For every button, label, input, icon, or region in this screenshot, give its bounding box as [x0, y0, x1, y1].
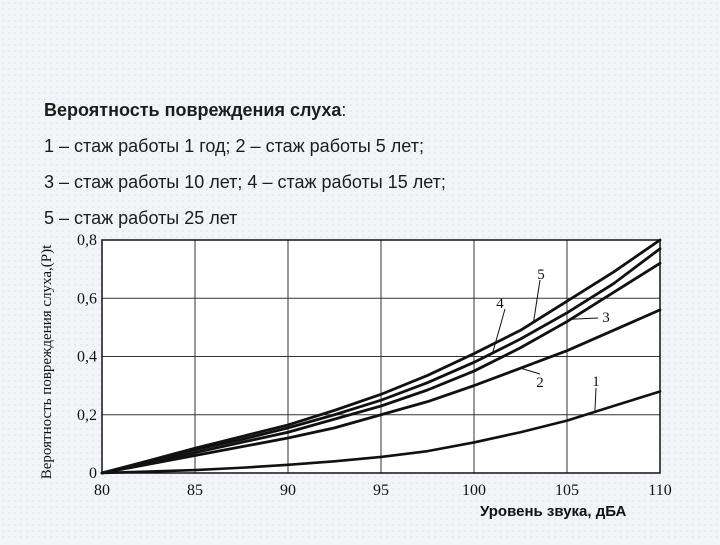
plot-frame	[101, 239, 661, 474]
caption-title-colon: :	[341, 100, 347, 120]
series-line-3	[100, 261, 662, 475]
x-tick-label: 95	[373, 482, 389, 499]
caption-title-line: Вероятность повреждения слуха:	[44, 92, 684, 128]
x-tick-label: 85	[187, 482, 203, 499]
y-tick-label: 0,8	[77, 232, 97, 249]
series-label-1: 1	[592, 374, 600, 390]
series-label-2: 2	[536, 375, 544, 391]
x-axis-label: Уровень звука, дБА	[480, 503, 627, 520]
series-leader-4	[492, 308, 506, 354]
y-tick-label: 0,4	[77, 349, 97, 366]
series-line-1	[100, 390, 662, 475]
series-line-5	[100, 238, 662, 475]
series-line-2	[100, 308, 662, 475]
series-leader-1	[594, 387, 597, 412]
y-tick-label: 0,6	[77, 290, 97, 307]
series-line-4	[100, 247, 662, 475]
caption-legend-line-1: 1 – стаж работы 1 год; 2 – стаж работы 5…	[44, 136, 424, 156]
y-tick-label: 0	[89, 465, 97, 482]
series-label-4: 4	[496, 296, 504, 312]
x-tick-label: 100	[462, 482, 486, 499]
x-tick-label: 110	[648, 482, 671, 499]
caption-legend-line-3: 5 – стаж работы 25 лет	[44, 208, 238, 228]
series-label-3: 3	[602, 310, 610, 326]
caption-title: Вероятность повреждения слуха	[44, 100, 342, 120]
x-tick-label: 90	[280, 482, 296, 499]
series-leader-5	[533, 279, 541, 323]
x-tick-label: 105	[555, 482, 579, 499]
series-leader-2	[520, 367, 541, 375]
series-label-5: 5	[537, 267, 545, 283]
series-leader-3	[570, 317, 599, 320]
caption-legend-line-2: 3 – стаж работы 10 лет; 4 – стаж работы …	[44, 172, 446, 192]
y-axis-label: Вероятность повреждения слуха,(P)t	[39, 244, 55, 479]
y-tick-label: 0,2	[77, 407, 97, 424]
x-tick-label: 80	[94, 482, 110, 499]
chart-caption: Вероятность повреждения слуха: 1 – стаж …	[44, 92, 684, 236]
